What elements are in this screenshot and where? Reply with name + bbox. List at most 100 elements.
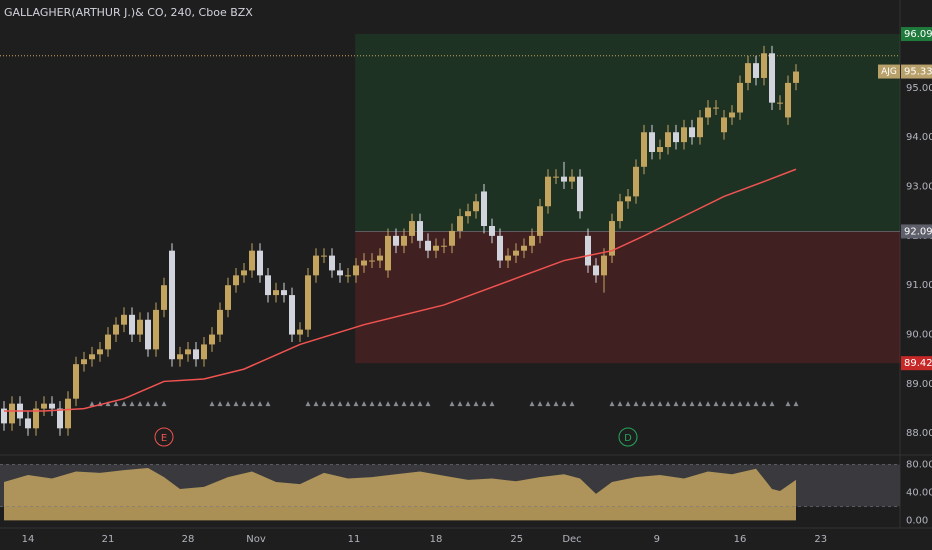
candle-body: [657, 147, 663, 152]
signal-marker: [673, 401, 679, 407]
candle-body: [769, 53, 775, 103]
candle-body: [313, 255, 319, 276]
signal-marker: [417, 401, 423, 407]
candle-body: [97, 349, 103, 355]
candle-body: [401, 235, 407, 246]
signal-marker: [89, 401, 95, 407]
candle-body: [73, 364, 79, 399]
candle-body: [321, 255, 327, 257]
signal-marker: [449, 401, 455, 407]
candle-body: [345, 275, 351, 277]
candle-body: [745, 63, 751, 83]
signal-marker: [241, 401, 247, 407]
candle-body: [1, 408, 7, 424]
candle-body: [361, 260, 367, 266]
signal-marker: [745, 401, 751, 407]
moving-average: [4, 168, 797, 412]
signal-marker: [137, 401, 143, 407]
last-price-label-box: [901, 64, 932, 79]
signal-marker: [793, 401, 799, 407]
signal-marker: [409, 401, 415, 407]
candle-body: [257, 250, 263, 276]
candle-body: [537, 206, 543, 236]
candle-body: [249, 250, 255, 271]
signal-marker: [249, 401, 255, 407]
signal-marker: [665, 401, 671, 407]
candle-body: [33, 408, 39, 429]
candle-body: [241, 270, 247, 276]
x-tick-label: 11: [348, 534, 361, 545]
signal-marker: [313, 401, 319, 407]
oscillator-tick-label: 80.00: [906, 460, 932, 471]
zone-mid-label: 92.09: [904, 226, 932, 237]
candle-body: [417, 221, 423, 241]
signal-marker: [401, 401, 407, 407]
signal-marker: [353, 401, 359, 407]
signal-marker: [113, 401, 119, 407]
candle-body: [113, 324, 119, 335]
x-tick-label: 28: [182, 534, 195, 545]
candle-body: [65, 398, 71, 429]
candle-body: [81, 359, 87, 365]
x-tick-label: 14: [22, 534, 35, 545]
y-tick-label: 95.00: [906, 83, 932, 94]
signal-marker: [769, 401, 775, 407]
candle-body: [601, 255, 607, 276]
candle-body: [481, 191, 487, 226]
signal-marker: [369, 401, 375, 407]
signal-marker: [481, 401, 487, 407]
signal-marker: [545, 401, 551, 407]
signal-marker: [657, 401, 663, 407]
candle-body: [497, 235, 503, 261]
candle-body: [449, 230, 455, 246]
candle-body: [425, 240, 431, 251]
signal-marker: [425, 401, 431, 407]
candle-body: [569, 176, 575, 182]
candle-body: [385, 235, 391, 271]
signal-marker: [337, 401, 343, 407]
candle-body: [585, 235, 591, 266]
chart-title: GALLAGHER(ARTHUR J.)& CO, 240, Cboe BZX: [4, 6, 253, 19]
y-tick-label: 91.00: [906, 280, 932, 291]
candle-body: [129, 314, 135, 335]
candle-body: [561, 176, 567, 182]
candle-body: [625, 196, 631, 202]
candle-body: [201, 344, 207, 360]
candle-body: [57, 408, 63, 429]
candle-body: [609, 221, 615, 256]
signal-marker: [233, 401, 239, 407]
x-tick-label: 18: [430, 534, 443, 545]
candle-body: [617, 201, 623, 222]
signal-marker: [129, 401, 135, 407]
candle-body: [633, 166, 639, 197]
signal-marker: [329, 401, 335, 407]
candle-body: [233, 275, 239, 286]
event-label: D: [624, 433, 632, 444]
signal-marker: [761, 401, 767, 407]
candle-body: [377, 255, 383, 261]
oscillator-tick-label: 40.00: [906, 487, 932, 498]
y-tick-label: 94.00: [906, 132, 932, 143]
y-tick-label: 89.00: [906, 379, 932, 390]
candle-body: [529, 235, 535, 246]
signal-marker: [713, 401, 719, 407]
candle-body: [41, 403, 47, 409]
signal-marker: [345, 401, 351, 407]
signal-marker: [721, 401, 727, 407]
event-marker: [618, 427, 638, 447]
candle-body: [169, 250, 175, 360]
candle-body: [337, 270, 343, 276]
candle-body: [393, 235, 399, 246]
y-tick-label: 90.00: [906, 330, 932, 341]
candle-body: [681, 127, 687, 143]
candle-body: [145, 319, 151, 350]
signal-marker: [217, 401, 223, 407]
candle-body: [177, 354, 183, 360]
x-tick-label: 21: [102, 534, 115, 545]
signal-marker: [569, 401, 575, 407]
symbol-label: AJG: [881, 67, 897, 77]
signal-marker: [633, 401, 639, 407]
signal-marker: [729, 401, 735, 407]
last-price-label: 95.33: [904, 67, 932, 78]
signal-marker: [681, 401, 687, 407]
